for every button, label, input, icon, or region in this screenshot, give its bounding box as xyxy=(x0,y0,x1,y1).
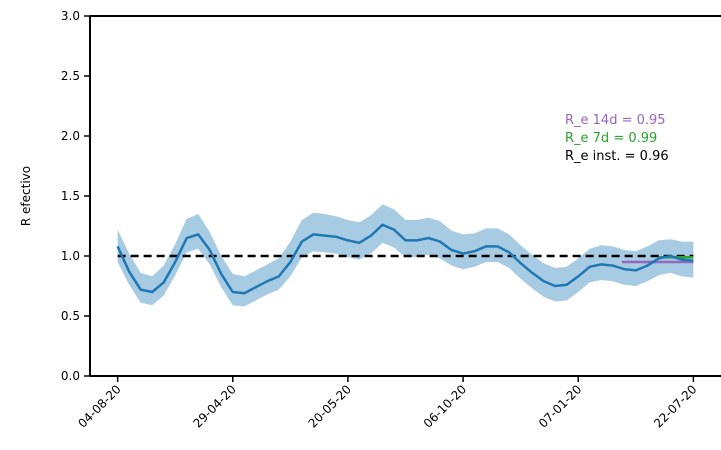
x-tick-label: 22-07-20 xyxy=(651,382,699,430)
annotation: R_e 14d = 0.95 xyxy=(565,113,666,128)
x-tick-label: 06-10-20 xyxy=(421,382,469,430)
x-tick-label: 04-08-20 xyxy=(75,382,123,430)
y-tick-label: 2.5 xyxy=(61,69,80,83)
y-tick-label: 1.5 xyxy=(61,189,80,203)
y-tick-label: 3.0 xyxy=(61,9,80,23)
x-tick-label: 29-04-20 xyxy=(190,382,238,430)
y-tick-label: 0.5 xyxy=(61,309,80,323)
y-tick-label: 0.0 xyxy=(61,369,80,383)
series-line xyxy=(116,223,694,295)
y-axis-label: R efectivo xyxy=(19,166,33,226)
annotation: R_e 7d = 0.99 xyxy=(565,131,657,146)
x-tick-label: 20-05-20 xyxy=(306,382,354,430)
x-tick-label: 07-01-20 xyxy=(536,382,584,430)
y-tick-label: 1.0 xyxy=(61,249,80,263)
annotation: R_e inst. = 0.96 xyxy=(565,149,669,164)
y-tick-label: 2.0 xyxy=(61,129,80,143)
